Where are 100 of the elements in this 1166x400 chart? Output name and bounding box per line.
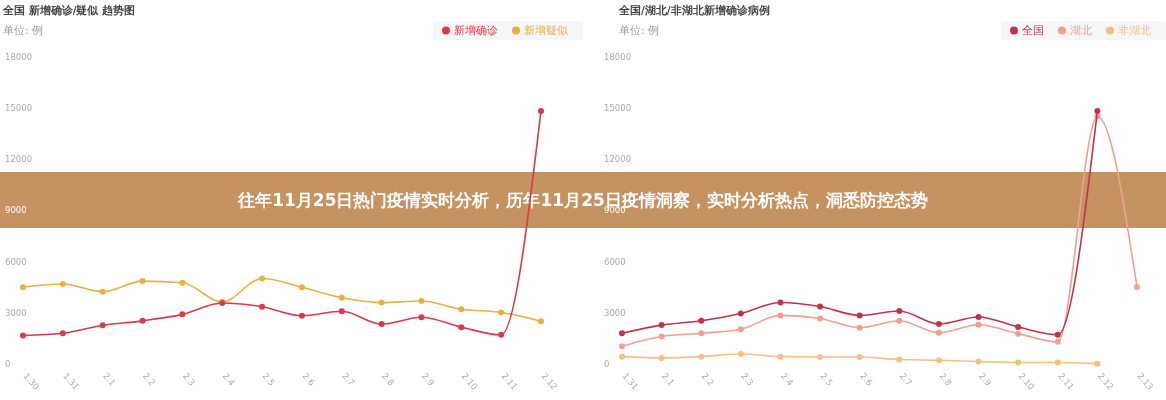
point <box>619 330 625 337</box>
point <box>298 284 305 291</box>
y-tick-label: 18000 <box>604 51 632 62</box>
point <box>259 303 266 310</box>
point <box>817 315 824 322</box>
x-tick-label: 2.6 <box>858 370 875 388</box>
point <box>179 311 186 318</box>
chart-title: 全国 新增确诊/疑似 趋势图 <box>2 4 136 16</box>
point <box>59 330 66 337</box>
point <box>856 324 863 331</box>
point <box>658 355 665 362</box>
x-tick-label: 2.9 <box>419 370 437 388</box>
point <box>777 312 784 319</box>
point <box>777 299 784 306</box>
x-tick-label: 2.7 <box>340 370 357 388</box>
x-tick-label: 2.9 <box>977 370 994 388</box>
x-tick-label: 2.8 <box>380 370 397 388</box>
point <box>817 303 824 310</box>
point <box>418 298 425 305</box>
y-tick-label: 12000 <box>5 154 33 165</box>
point <box>139 278 146 285</box>
point <box>777 353 784 360</box>
point <box>619 353 625 360</box>
x-tick-label: 2.2 <box>699 370 717 388</box>
y-tick-label: 15000 <box>604 103 632 114</box>
point <box>139 317 146 324</box>
legend-label: 非湖北 <box>1118 24 1151 37</box>
point <box>856 312 863 319</box>
point <box>896 317 903 324</box>
point <box>179 279 186 286</box>
point <box>1134 283 1140 290</box>
point <box>20 284 26 291</box>
point <box>1015 359 1022 366</box>
point <box>538 318 544 325</box>
y-tick-label: 9000 <box>5 205 27 216</box>
point <box>658 333 665 340</box>
chart-subtitle: 单位: 例 <box>3 24 43 36</box>
point <box>338 294 345 301</box>
point <box>99 322 106 329</box>
x-tick-label: 2.8 <box>937 370 954 388</box>
y-tick-label: 0 <box>604 358 610 369</box>
point <box>1015 323 1022 330</box>
y-tick-label: 6000 <box>5 256 27 267</box>
point <box>737 310 744 317</box>
point <box>458 306 465 313</box>
point <box>975 358 982 365</box>
point <box>698 330 705 337</box>
x-tick-label: 2.5 <box>818 370 835 388</box>
point <box>498 331 505 338</box>
y-tick-label: 3000 <box>5 307 27 318</box>
x-tick-label: 2.1 <box>660 370 677 388</box>
y-tick-label: 0 <box>5 358 11 369</box>
y-tick-label: 3000 <box>604 307 626 318</box>
point <box>498 309 505 316</box>
point <box>99 288 106 295</box>
point <box>20 332 26 339</box>
x-tick-label: 2.4 <box>778 370 796 388</box>
x-tick-label: 2.7 <box>897 370 915 388</box>
point <box>378 299 385 306</box>
point <box>896 356 903 363</box>
point <box>1094 360 1101 367</box>
point <box>538 107 544 114</box>
y-tick-label: 18000 <box>5 51 33 62</box>
point <box>737 326 744 333</box>
y-tick-label: 12000 <box>604 154 632 165</box>
x-tick-label: 2.2 <box>141 370 158 388</box>
point <box>698 353 705 360</box>
point <box>1015 330 1022 337</box>
point <box>59 281 66 288</box>
point <box>856 354 863 361</box>
legend-label: 新增确诊 <box>454 24 498 37</box>
point <box>935 357 942 364</box>
y-tick-label: 15000 <box>5 103 33 114</box>
x-tick-label: 2.3 <box>180 370 198 388</box>
x-tick-label: 2.4 <box>220 370 238 388</box>
legend-label: 全国 <box>1022 24 1044 37</box>
y-tick-label: 6000 <box>604 256 626 267</box>
point <box>935 329 942 336</box>
point <box>378 321 385 328</box>
chart-subtitle: 单位: 例 <box>619 24 659 36</box>
point <box>975 313 982 320</box>
point <box>817 354 824 361</box>
point <box>975 321 982 328</box>
point <box>458 324 465 331</box>
point <box>1054 338 1061 345</box>
x-tick-label: 2.6 <box>300 370 317 388</box>
point <box>658 322 665 329</box>
point <box>418 314 425 321</box>
x-tick-label: 2.5 <box>260 370 277 388</box>
point <box>259 275 266 282</box>
point <box>1054 359 1061 366</box>
chart-title: 全国/湖北/非湖北新增确诊病例 <box>618 4 770 16</box>
point <box>896 307 903 314</box>
point <box>338 308 345 315</box>
point <box>298 312 305 319</box>
point <box>737 350 744 357</box>
legend-label: 湖北 <box>1070 24 1092 37</box>
point <box>619 343 625 350</box>
x-tick-label: 2.1 <box>101 370 118 388</box>
point <box>698 317 705 324</box>
